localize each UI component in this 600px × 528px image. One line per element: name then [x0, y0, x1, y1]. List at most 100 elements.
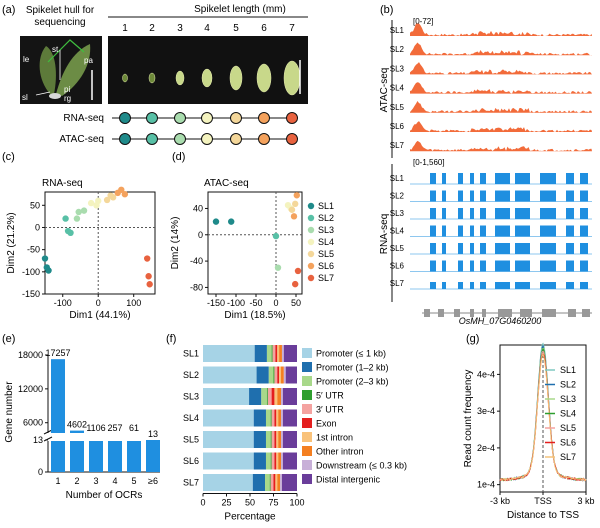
y-tick-label: -150	[22, 289, 40, 299]
rnaseq-pca: -100 0 100 50 0 -50 -100 -150 Dim1 (44.1%) Dim2 (…	[6, 178, 156, 321]
scatter-point	[274, 264, 282, 271]
part-label: pa	[84, 56, 93, 65]
atac-stage-dot	[119, 133, 131, 145]
length-label: 7	[289, 23, 295, 34]
rna-exon-signal	[470, 282, 474, 289]
rna-exon-signal	[458, 173, 463, 184]
rna-exon-signal	[495, 208, 510, 219]
stacked-segment	[277, 474, 281, 491]
y-axis-label: Gene number	[4, 381, 15, 443]
rna-exon-signal	[480, 190, 486, 202]
stacked-segment	[270, 431, 272, 448]
atac-signal	[410, 140, 592, 152]
legend-label: SL3	[560, 394, 576, 404]
stacked-segment	[279, 366, 282, 384]
spikelet	[175, 70, 185, 86]
atac-stage-dot	[174, 133, 186, 145]
rna-exon-signal	[540, 190, 556, 202]
part-label: rg	[64, 94, 71, 103]
rna-stage-dot	[146, 112, 158, 124]
stacked-segment	[282, 388, 297, 405]
atac-track-label: SL2	[390, 45, 405, 54]
gene-exon	[568, 309, 576, 317]
part-label: pi	[64, 85, 70, 94]
atac-group-label: ATAC-seq	[379, 68, 390, 113]
stacked-segment	[274, 431, 277, 448]
rna-exon-signal	[430, 190, 436, 202]
atac-signal	[410, 62, 592, 75]
legend-swatch	[302, 376, 312, 386]
stacked-segment	[267, 388, 272, 405]
legend-label: SL4	[560, 409, 576, 419]
scatter-point	[87, 199, 95, 207]
category-label: SL5	[183, 435, 199, 445]
rna-range: [0-1,560]	[413, 158, 445, 167]
part-label: sl	[22, 93, 28, 102]
x-tick-label: 5	[131, 476, 136, 486]
rna-exon-signal	[480, 282, 486, 289]
legend-label: SL6	[318, 261, 334, 271]
length-label: 1	[122, 23, 128, 34]
x-tick-label: 50	[291, 298, 301, 308]
stacked-segment	[283, 345, 297, 362]
stacked-segment	[281, 431, 283, 448]
stacked-segment	[281, 388, 283, 405]
legend-label: 1st intron	[316, 433, 353, 443]
bar-upper	[70, 430, 84, 433]
rna-exon-signal	[566, 282, 574, 289]
gene-exon	[424, 309, 430, 317]
length-label: 4	[204, 23, 210, 34]
stacked-segment	[278, 431, 282, 448]
panel-label-d: (d)	[172, 151, 185, 163]
x-tick-label: 4	[112, 476, 117, 486]
rna-exon-signal	[430, 282, 436, 289]
rna-track-label: SL3	[390, 209, 405, 218]
legend-label: SL5	[560, 423, 576, 433]
stacked-segment	[280, 474, 282, 491]
x-tick-label: 3	[93, 476, 98, 486]
hull-photo	[20, 36, 102, 104]
stacked-segment	[271, 452, 275, 470]
length-title: Spikelet length (mm)	[194, 4, 286, 15]
gene-model	[422, 309, 592, 317]
rna-exon-signal	[515, 260, 530, 272]
rna-exon-signal	[515, 173, 530, 184]
length-labels: 1 2 3 4 5 6 7	[122, 23, 295, 34]
stacked-segment	[203, 388, 250, 405]
atac-range: [0-72]	[413, 17, 433, 26]
stacked-segment	[278, 409, 282, 427]
stacked-segment	[203, 431, 254, 448]
panel-label-f: (f)	[166, 333, 176, 345]
stacked-segment	[270, 474, 274, 491]
plot-title: RNA-seq	[42, 178, 83, 189]
rna-exon-signal	[442, 173, 446, 184]
y-tick-label: 12000	[18, 384, 43, 394]
legend-swatch	[307, 226, 315, 234]
legend-label: SL1	[560, 365, 576, 375]
rna-exon-signal	[495, 173, 510, 184]
atac-track-label: SL1	[390, 26, 405, 35]
rna-stage-dot	[119, 112, 131, 124]
stacked-segment	[274, 452, 277, 470]
y-tick-label: 40	[193, 203, 203, 213]
legend-label: SL1	[318, 201, 334, 211]
scatter-point	[292, 200, 299, 208]
scatter-point	[272, 232, 280, 240]
bar-value-label: 257	[107, 423, 122, 433]
rna-exon-signal	[442, 243, 446, 254]
stacked-segment	[283, 366, 286, 384]
ocr-bar-chart: 18000 12000 6000 13 0 17257 1 4602 2 1106 3 257 4 61 5…	[4, 348, 160, 501]
rna-exon-signal	[580, 282, 588, 289]
rna-exon-signal	[515, 243, 530, 254]
hull-title-line1: Spikelet hull for	[26, 5, 95, 16]
stacked-segment	[203, 409, 254, 427]
stacked-segment	[271, 431, 275, 448]
x-tick-label: TSS	[534, 496, 552, 506]
stacked-segment	[272, 345, 276, 362]
legend-label: SL7	[318, 273, 334, 283]
rna-exon-signal	[540, 243, 556, 254]
legend-swatch	[302, 432, 312, 442]
stacked-segment	[249, 388, 262, 405]
gene-exon	[482, 309, 486, 317]
